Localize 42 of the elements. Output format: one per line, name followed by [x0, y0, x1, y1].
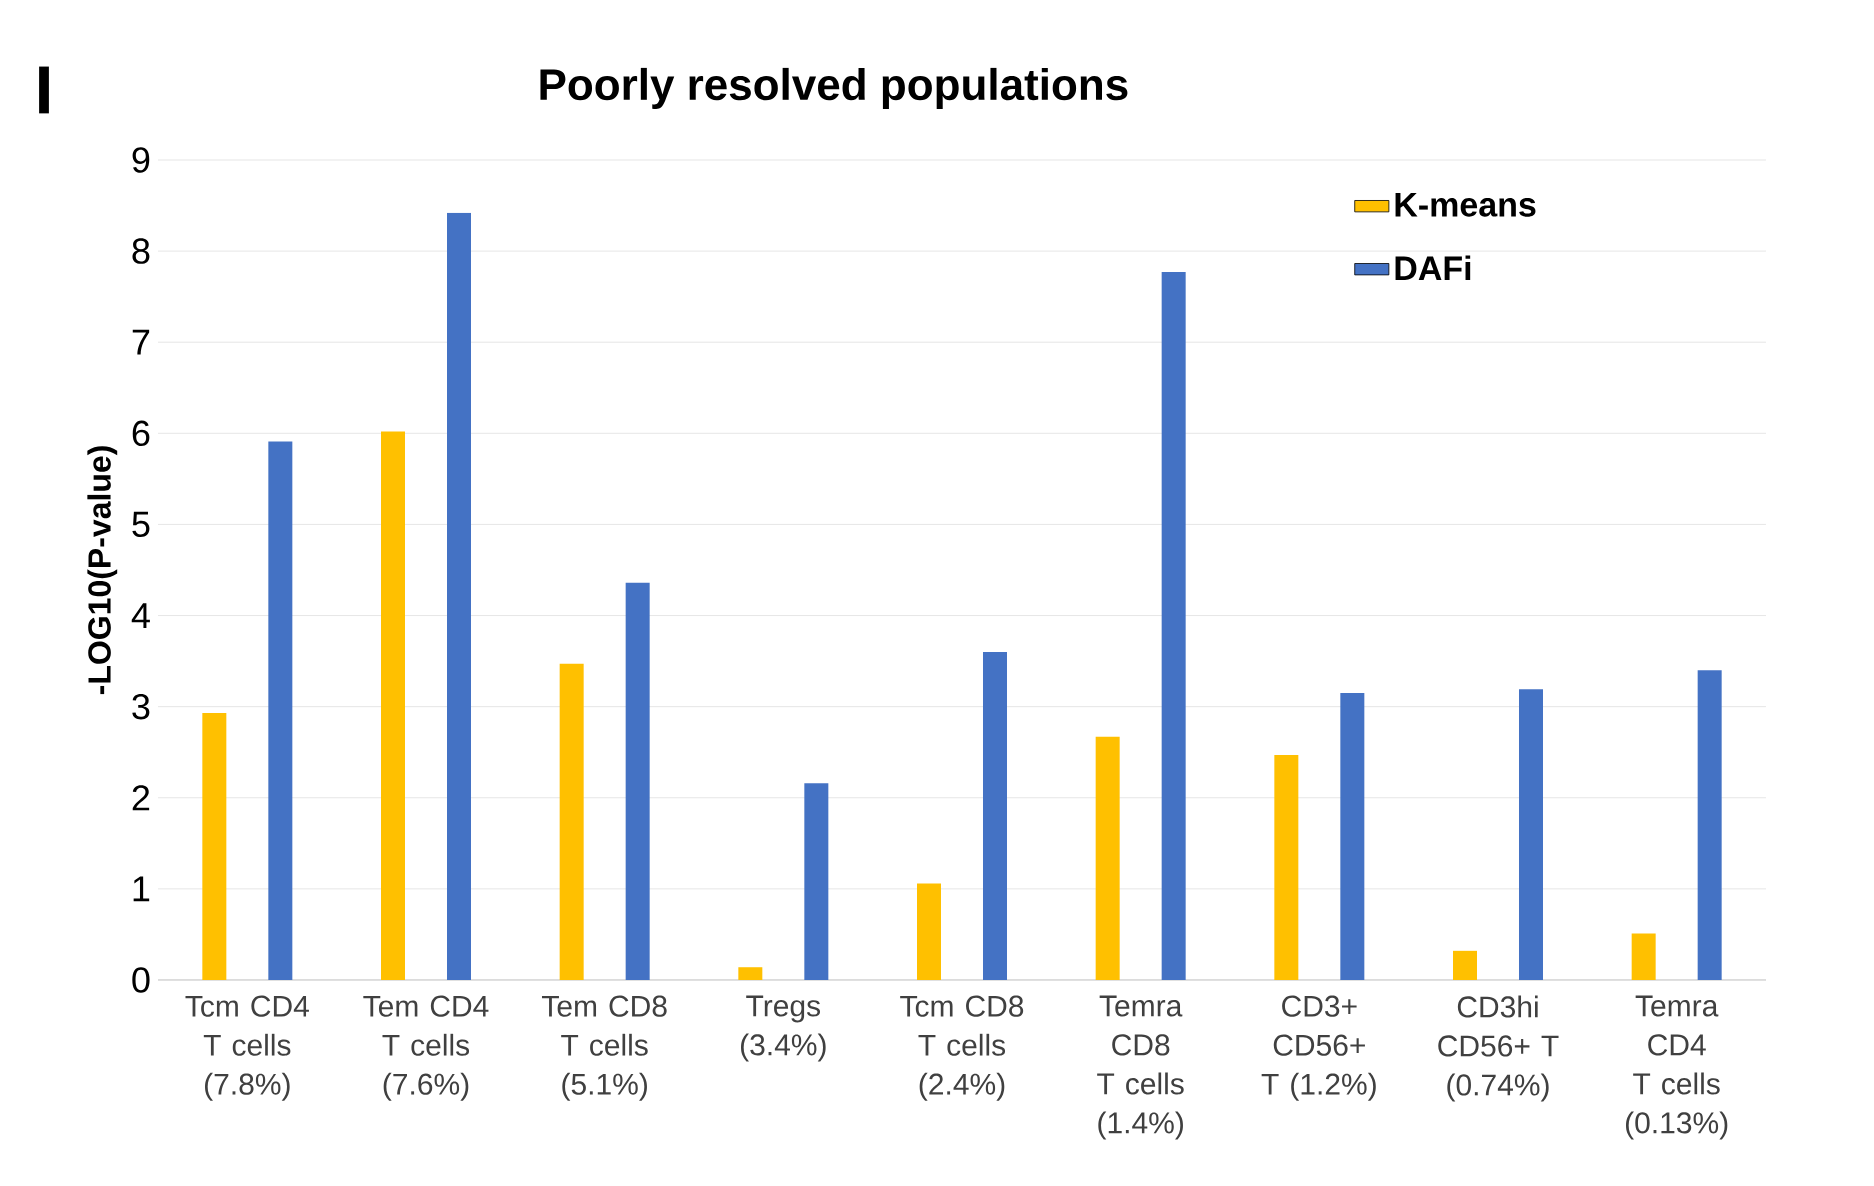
y-tick-label: 6	[132, 420, 150, 447]
y-axis-title: -LOG10(P-value)	[87, 446, 118, 695]
x-tick-label: CD3hi CD56+ T (0.74%)	[1438, 995, 1559, 1102]
y-tick-label: 9	[132, 147, 150, 173]
y-tick-label: 3	[132, 693, 150, 720]
bar	[1161, 272, 1186, 980]
x-tick-label: Tcm CD8 T cells (2.4%)	[900, 995, 1024, 1101]
y-tick-label: 8	[132, 238, 150, 264]
bar	[559, 663, 584, 980]
y-tick-label: 4	[131, 603, 150, 628]
bar	[1453, 950, 1477, 980]
bar	[917, 883, 941, 980]
bar	[625, 582, 650, 980]
bar	[447, 212, 471, 980]
bar	[381, 431, 405, 980]
x-tick-label: Tcm CD4 T cells (7.8%)	[185, 995, 309, 1101]
y-tick-label: 0	[132, 967, 150, 993]
x-tick-label: Tem CD8 T cells (5.1%)	[541, 995, 667, 1101]
y-tick-label: 1	[133, 876, 150, 902]
bar	[983, 651, 1007, 980]
x-tick-label: Temra CD4 T cells (0.13%)	[1626, 995, 1728, 1140]
text: I	[39, 66, 49, 114]
x-tick-label: Tregs (3.4%)	[741, 995, 826, 1062]
bar	[804, 783, 829, 980]
legend-label: K-means	[1395, 192, 1536, 217]
bar	[268, 441, 293, 980]
bar	[1095, 736, 1120, 980]
bar	[1631, 933, 1656, 980]
legend-label: DAFi	[1395, 255, 1471, 281]
chart-title: Poorly resolved populations	[540, 67, 1128, 109]
x-tick-label: Temra CD8 T cells (1.4%)	[1097, 995, 1184, 1140]
bar	[1340, 692, 1365, 980]
x-tick-label: Tem CD4 T cells (7.6%)	[363, 995, 489, 1101]
x-tick-label: CD3+ CD56+ T (1.2%)	[1261, 995, 1376, 1101]
bar	[738, 967, 763, 980]
y-tick-label: 2	[132, 785, 150, 811]
bar	[202, 713, 227, 980]
bar	[1274, 754, 1299, 980]
bar	[1519, 689, 1543, 980]
y-tick-label: 7	[132, 329, 150, 355]
y-tick-label: 5	[132, 511, 150, 537]
bar	[1697, 670, 1722, 980]
